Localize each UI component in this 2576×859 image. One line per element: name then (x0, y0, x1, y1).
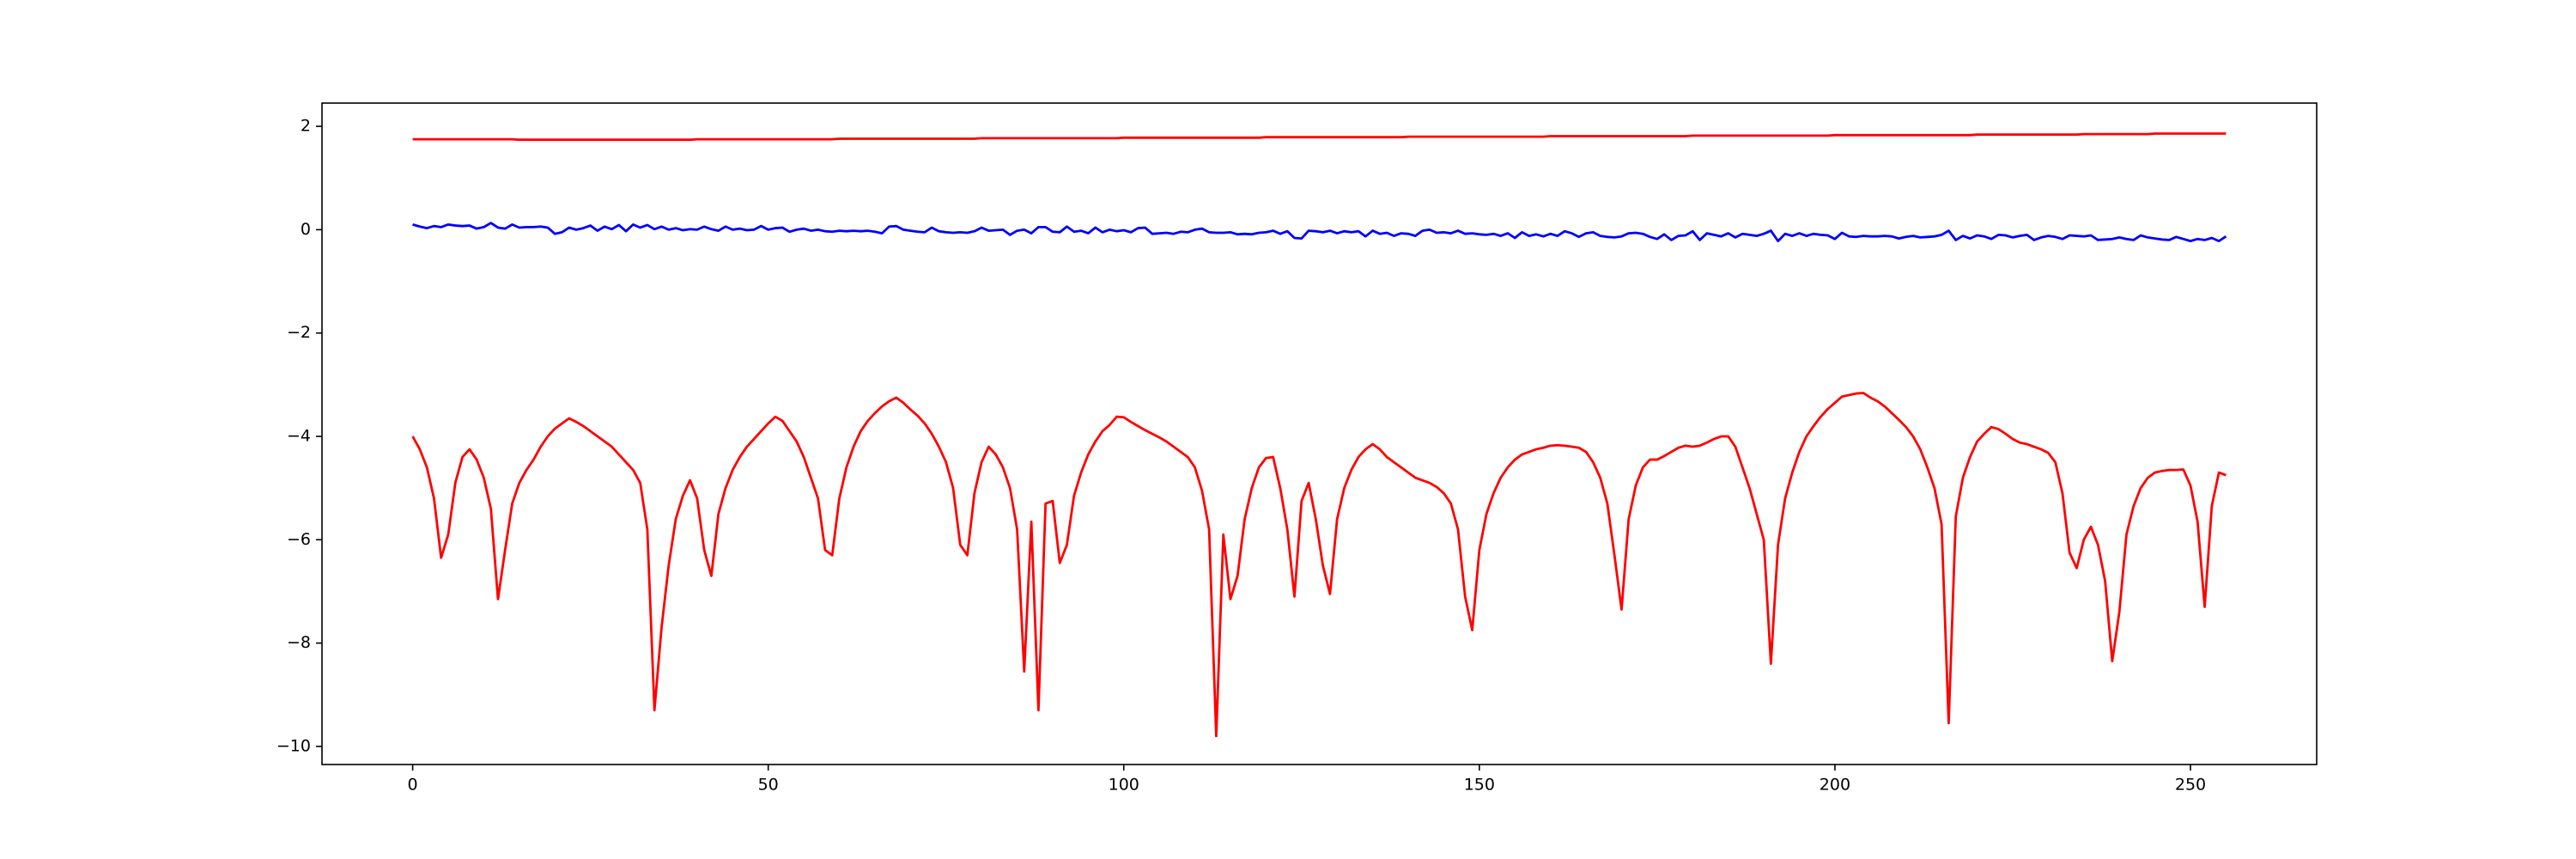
y-tick-label: −6 (287, 530, 311, 549)
x-tick-label: 50 (758, 776, 779, 795)
plot-frame (321, 102, 2318, 765)
x-tick-label: 250 (2175, 776, 2206, 795)
y-tick-label: −8 (287, 633, 311, 652)
y-tick-label: 0 (301, 220, 311, 239)
y-tick-label: −4 (287, 427, 311, 446)
series-line (412, 132, 2227, 142)
series-line (411, 392, 2227, 738)
x-tick-label: 100 (1109, 776, 1139, 795)
series-line (412, 222, 2227, 243)
x-tick-label: 200 (1820, 776, 1850, 795)
y-tick-label: 2 (301, 117, 311, 136)
x-tick-label: 150 (1464, 776, 1495, 795)
y-tick-label: −2 (287, 323, 311, 342)
y-tick-label: −10 (276, 736, 311, 755)
x-tick-label: 0 (408, 776, 418, 795)
